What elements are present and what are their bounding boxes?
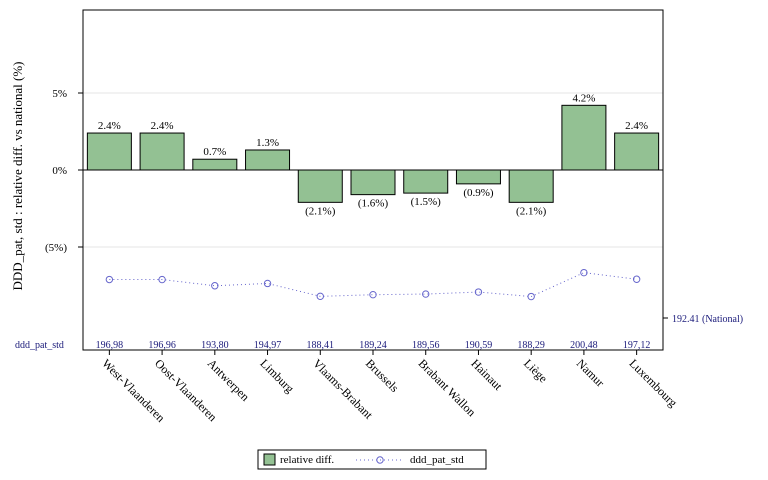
legend-label-ddd: ddd_pat_std xyxy=(410,454,464,466)
bar-label-vlaams-brabant: (2.1%) xyxy=(305,205,336,217)
ddd-point-namur xyxy=(580,268,588,277)
x-tick-label-antwerpen: Antwerpen xyxy=(205,356,253,404)
x-tick-label-hainaut: Hainaut xyxy=(468,356,505,393)
gridlines xyxy=(83,92,663,248)
ddd-point-brussels xyxy=(369,290,377,299)
legend-swatch-relative-diff xyxy=(263,453,276,466)
x-tick-label-namur: Namur xyxy=(574,356,607,389)
legend-swatch-marker-ddd xyxy=(376,456,384,464)
bar-hainaut xyxy=(455,169,501,185)
y-axis-label: DDD_pat, std : relative diff. vs nationa… xyxy=(10,61,25,290)
ddd-value-liege: 188,29 xyxy=(517,340,545,351)
ddd-value-antwerpen: 193,80 xyxy=(201,340,229,351)
y-tick-label: 5% xyxy=(52,88,67,100)
y-tick-label: (5%) xyxy=(45,242,67,254)
ddd-point-antwerpen xyxy=(211,282,219,290)
ddd-value-luxembourg: 197,12 xyxy=(623,340,651,351)
national-label: 192.41 (National) xyxy=(672,314,743,325)
legend: relative diff. ddd_pat_std xyxy=(257,449,487,470)
ddd-point-vlaams-brabant xyxy=(316,292,324,301)
ddd-value-limburg: 194,97 xyxy=(254,340,282,351)
y-ticks: 5% 0% (5%) xyxy=(45,88,83,254)
bar-oost-vlaanderen xyxy=(139,132,185,171)
ddd-point-liege xyxy=(527,292,535,301)
bar-west-vlaanderen xyxy=(86,132,132,171)
bar-label-west-vlaanderen: 2.4% xyxy=(98,120,121,132)
ddd-point-west-vlaanderen xyxy=(105,275,114,284)
ddd-point-brabant-wallon xyxy=(422,290,430,298)
ddd-point-oost-vlaanderen xyxy=(158,275,166,284)
ddd-value-oost-vlaanderen: 196,96 xyxy=(148,340,176,351)
ddd-point-luxembourg xyxy=(632,275,641,283)
ddd-series xyxy=(105,268,668,319)
bar-labels: 2.4% 2.4% 0.7% 1.3% (2.1%) (1.6%) (1.5%) (0.9%)… xyxy=(98,92,648,217)
bars xyxy=(86,104,660,203)
x-tick-label-brussels: Brussels xyxy=(363,356,402,395)
ddd-point-hainaut xyxy=(474,288,483,296)
bar-brabant-wallon xyxy=(403,169,449,194)
ddd-value-west-vlaanderen: 196,98 xyxy=(96,340,124,351)
bar-label-antwerpen: 0.7% xyxy=(203,146,226,158)
bar-label-hainaut: (0.9%) xyxy=(463,187,494,199)
bar-label-oost-vlaanderen: 2.4% xyxy=(151,120,174,132)
ddd-value-labels: 196,98 196,96 193,80 194,97 188,41 189,24 189,… xyxy=(96,340,651,351)
legend-label-relative-diff: relative diff. xyxy=(280,454,334,466)
ddd-value-vlaams-brabant: 188,41 xyxy=(307,340,335,351)
ddd-value-hainaut: 190,59 xyxy=(465,340,493,351)
bar-label-luxembourg: 2.4% xyxy=(625,120,648,132)
ddd-value-brussels: 189,24 xyxy=(359,340,387,351)
ddd-line xyxy=(109,272,637,298)
ddd-row-label: ddd_pat_std xyxy=(15,340,64,351)
bar-liege xyxy=(508,169,554,203)
bar-label-namur: 4.2% xyxy=(572,92,595,104)
bar-label-liege: (2.1%) xyxy=(516,205,547,217)
bar-luxembourg xyxy=(614,132,660,171)
bar-brussels xyxy=(350,169,396,196)
y-tick-label: 0% xyxy=(52,165,67,177)
x-tick-label-luxembourg: Luxembourg xyxy=(627,356,681,410)
bar-label-limburg: 1.3% xyxy=(256,137,279,149)
ddd-point-limburg xyxy=(263,279,272,288)
bar-limburg xyxy=(245,149,291,171)
bar-antwerpen xyxy=(192,158,238,171)
bar-label-brabant-wallon: (1.5%) xyxy=(411,196,442,208)
bar-vlaams-brabant xyxy=(297,169,343,203)
x-tick-label-limburg: Limburg xyxy=(257,356,296,395)
x-tick-label-liege: Liège xyxy=(521,356,550,385)
bar-namur xyxy=(561,104,607,171)
ddd-value-namur: 200,48 xyxy=(570,340,598,351)
ddd-value-brabant-wallon: 189,56 xyxy=(412,340,440,351)
bar-label-brussels: (1.6%) xyxy=(358,198,389,210)
